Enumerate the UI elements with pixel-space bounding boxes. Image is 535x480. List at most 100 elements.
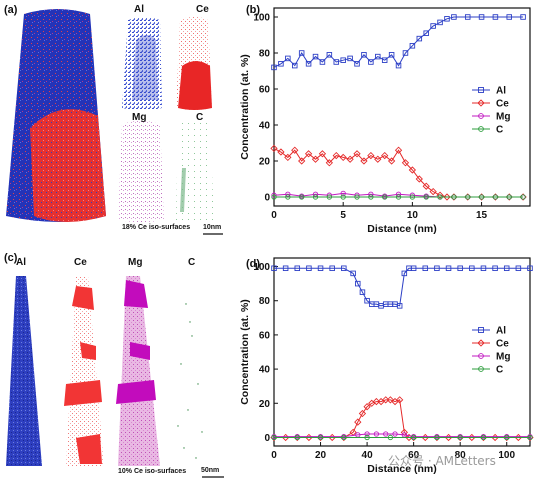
point-c bbox=[457, 434, 463, 441]
point-c bbox=[364, 434, 370, 441]
point-c bbox=[271, 194, 277, 200]
legend-marker-al bbox=[478, 87, 484, 93]
point-ce bbox=[367, 151, 375, 160]
tip-c-al bbox=[6, 276, 42, 466]
point-c bbox=[354, 194, 360, 200]
point-ce bbox=[304, 150, 313, 158]
mg-iso-2 bbox=[130, 342, 150, 360]
ce-iso-4 bbox=[76, 434, 102, 464]
point-ce bbox=[394, 146, 403, 154]
point-al bbox=[422, 265, 429, 272]
point-c bbox=[437, 194, 443, 200]
x-tick-label: 60 bbox=[408, 450, 420, 461]
point-al bbox=[306, 265, 312, 272]
point-ce bbox=[354, 418, 362, 426]
point-ce bbox=[401, 159, 410, 167]
point-ce bbox=[396, 396, 404, 404]
point-c bbox=[520, 194, 526, 200]
point-ce bbox=[284, 153, 292, 162]
point-c bbox=[480, 434, 487, 441]
x-tick-label: 10 bbox=[407, 210, 419, 221]
point-al bbox=[305, 61, 312, 67]
point-ce bbox=[311, 155, 320, 163]
y-axis-label: Concentration (at. %) bbox=[240, 54, 251, 160]
point-al bbox=[506, 14, 512, 20]
point-c bbox=[506, 194, 512, 200]
point-al bbox=[520, 14, 526, 20]
tip-c bbox=[176, 121, 214, 222]
point-al bbox=[368, 59, 374, 65]
point-al bbox=[271, 64, 277, 71]
point-al bbox=[285, 55, 291, 62]
point-c bbox=[340, 194, 346, 200]
y-tick-label: 20 bbox=[259, 157, 271, 168]
point-al bbox=[329, 265, 335, 272]
point-al bbox=[278, 61, 284, 67]
point-al bbox=[515, 265, 522, 272]
point-al bbox=[347, 55, 353, 62]
element-label-c-mg: Mg bbox=[128, 257, 143, 268]
point-al bbox=[434, 265, 440, 272]
point-c bbox=[387, 434, 394, 441]
point-c bbox=[465, 194, 471, 200]
x-tick-label: 0 bbox=[271, 210, 277, 221]
legend-label-al: Al bbox=[496, 326, 506, 337]
point-al bbox=[437, 19, 443, 26]
point-al bbox=[457, 265, 463, 272]
point-ce bbox=[408, 166, 417, 174]
plot-frame bbox=[273, 257, 531, 447]
ce-precipitate bbox=[178, 61, 212, 110]
point-al bbox=[355, 280, 361, 287]
x-tick-label: 80 bbox=[455, 450, 467, 461]
point-c bbox=[317, 434, 324, 441]
legend-marker-c bbox=[478, 126, 484, 132]
point-al bbox=[294, 265, 301, 272]
point-al bbox=[298, 50, 305, 56]
chart-b: 0 5 10 15 0 20 40 60 80 100 Distance (nm) Concentra… bbox=[240, 7, 531, 235]
point-ce bbox=[363, 403, 371, 411]
point-ce bbox=[270, 144, 278, 153]
point-c bbox=[341, 434, 347, 441]
point-al bbox=[381, 57, 388, 63]
point-c bbox=[285, 194, 291, 200]
point-al bbox=[333, 59, 340, 65]
tip-c-ce bbox=[66, 276, 104, 466]
point-al bbox=[402, 50, 409, 56]
point-ce bbox=[443, 193, 451, 201]
point-al bbox=[401, 270, 408, 277]
point-c bbox=[527, 434, 533, 441]
point-al bbox=[354, 61, 360, 67]
point-al bbox=[388, 52, 395, 58]
point-ce bbox=[346, 155, 354, 163]
ce-iso-1 bbox=[72, 286, 94, 310]
point-al bbox=[478, 14, 485, 20]
point-ce bbox=[353, 150, 361, 158]
point-c bbox=[312, 194, 319, 200]
legend-marker-al bbox=[478, 327, 484, 333]
point-ce bbox=[387, 157, 396, 165]
point-al bbox=[416, 35, 423, 42]
scale-label-a: 10nm bbox=[203, 224, 222, 231]
watermark: 公众号 · AMLetters bbox=[388, 454, 496, 468]
y-tick-label: 60 bbox=[259, 330, 271, 341]
point-al bbox=[271, 265, 277, 272]
x-tick-label: 100 bbox=[498, 450, 515, 461]
x-tick-label: 40 bbox=[362, 450, 374, 461]
point-al bbox=[409, 43, 416, 49]
point-ce bbox=[339, 153, 347, 162]
series-line-al bbox=[274, 267, 530, 307]
point-c bbox=[382, 194, 388, 200]
iso-surface-label-c: 10% Ce iso-surfaces bbox=[118, 468, 187, 475]
point-ce bbox=[386, 396, 395, 404]
element-label-c-ce: Ce bbox=[74, 257, 87, 268]
point-ce bbox=[358, 409, 367, 418]
ce-rich-precipitate bbox=[30, 109, 106, 222]
panel-a-label: (a) bbox=[4, 4, 18, 16]
legend-label-c: C bbox=[496, 125, 503, 136]
ce-iso-3 bbox=[64, 380, 102, 406]
legend-marker-ce bbox=[477, 339, 485, 347]
point-ce bbox=[422, 182, 430, 190]
point-al bbox=[361, 52, 367, 58]
point-al bbox=[292, 62, 298, 69]
tip-al bbox=[122, 17, 162, 110]
